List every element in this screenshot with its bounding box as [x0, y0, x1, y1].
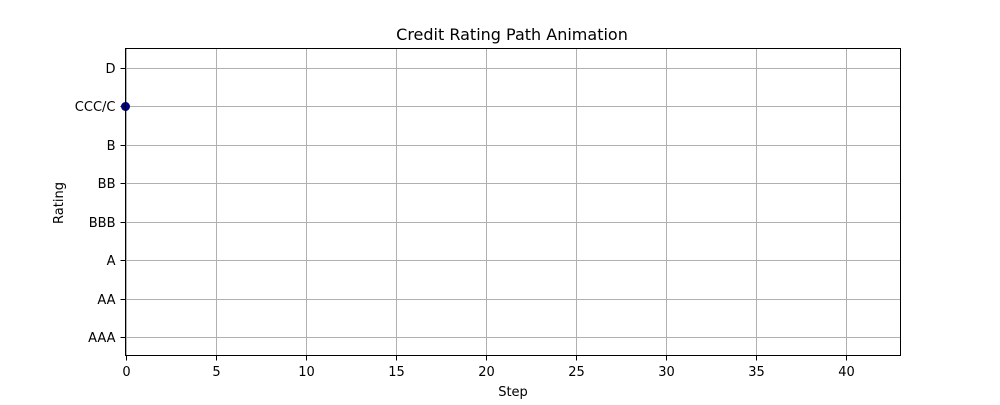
x-tick-label: 40: [838, 365, 855, 380]
y-tick-label: BBB: [89, 216, 116, 231]
x-tick-label: 5: [212, 365, 220, 380]
y-tick-label: B: [107, 139, 116, 154]
y-tick-label: A: [107, 254, 116, 269]
chart-title: Credit Rating Path Animation: [396, 25, 628, 44]
x-tick-label: 0: [122, 365, 130, 380]
x-tick-label: 10: [298, 365, 315, 380]
y-tick-label: CCC/C: [75, 100, 116, 115]
x-tick-label: 35: [748, 365, 765, 380]
x-tick-label: 25: [568, 365, 585, 380]
x-tick-label: 15: [388, 365, 405, 380]
plot-frame: [125, 48, 901, 356]
grid-layer: [125, 48, 901, 356]
y-tick-label: AA: [97, 293, 115, 308]
y-tick-label: D: [105, 62, 115, 77]
x-tick-label: 30: [658, 365, 675, 380]
y-tick-label: AAA: [88, 331, 116, 346]
y-axis-label: Rating: [52, 182, 67, 224]
y-tick-label: BB: [98, 177, 116, 192]
x-tick-label: 20: [478, 365, 495, 380]
x-axis-label: Step: [498, 385, 528, 400]
